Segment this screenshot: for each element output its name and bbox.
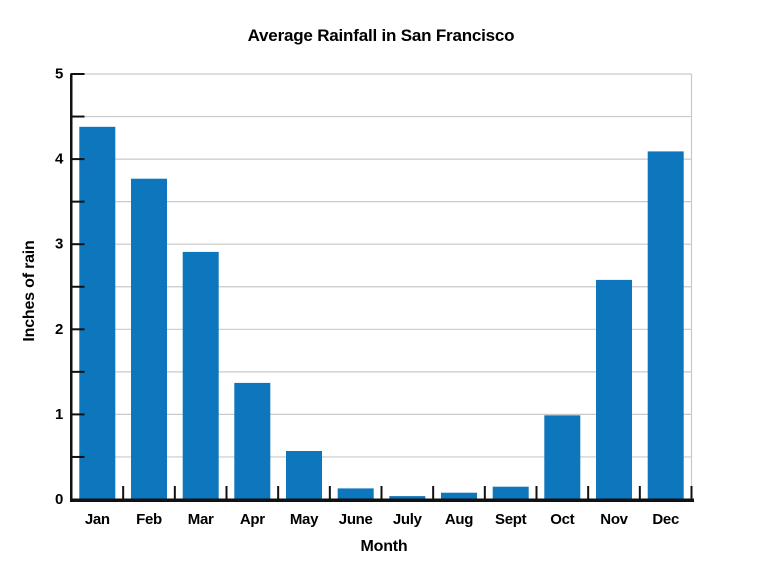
- x-tick-label-sept: Sept: [495, 511, 527, 528]
- y-tick-label-1: 1: [55, 406, 63, 423]
- y-tick-label-4: 4: [55, 151, 64, 168]
- bar-may: [286, 451, 322, 500]
- bar-aug: [441, 492, 477, 500]
- x-tick-label-oct: Oct: [550, 511, 574, 528]
- axes: [70, 73, 694, 502]
- x-tick-label-dec: Dec: [652, 511, 679, 528]
- y-tick-label-5: 5: [55, 66, 63, 83]
- x-tick-label-apr: Apr: [240, 511, 265, 528]
- gridlines: [71, 73, 693, 500]
- x-axis-title: Month: [361, 538, 408, 555]
- x-tick-label-aug: Aug: [445, 511, 473, 528]
- x-tick-label-nov: Nov: [600, 511, 628, 528]
- bar-nov: [596, 279, 632, 500]
- chart-title: Average Rainfall in San Francisco: [248, 26, 515, 45]
- bar-dec: [647, 151, 684, 500]
- x-tick-label-jan: Jan: [85, 511, 110, 528]
- tick-labels: 0 1 2 3 4 5 Jan Feb Mar Apr May June July Aug Sept Oct N…: [55, 66, 679, 529]
- y-tick-label-3: 3: [55, 236, 63, 253]
- x-tick-label-feb: Feb: [136, 511, 162, 528]
- y-tick-label-2: 2: [55, 321, 63, 338]
- bar-mar: [182, 251, 219, 500]
- x-tick-label-june: June: [339, 511, 373, 528]
- y-axis-spine: [70, 74, 73, 502]
- bar-feb: [131, 178, 167, 500]
- bars: [79, 126, 684, 500]
- bar-apr: [234, 382, 271, 500]
- y-tick-label-0: 0: [55, 491, 63, 508]
- x-axis-spine: [70, 498, 694, 502]
- bar-sept: [492, 486, 529, 500]
- bar-jan: [79, 126, 116, 500]
- x-tick-label-mar: Mar: [188, 511, 214, 528]
- bar-july: [389, 496, 426, 500]
- x-tick-label-july: July: [393, 511, 423, 528]
- bar-oct: [544, 415, 581, 500]
- y-axis-title: Inches of rain: [21, 240, 38, 341]
- x-tick-label-may: May: [290, 511, 319, 528]
- bar-june: [337, 488, 374, 500]
